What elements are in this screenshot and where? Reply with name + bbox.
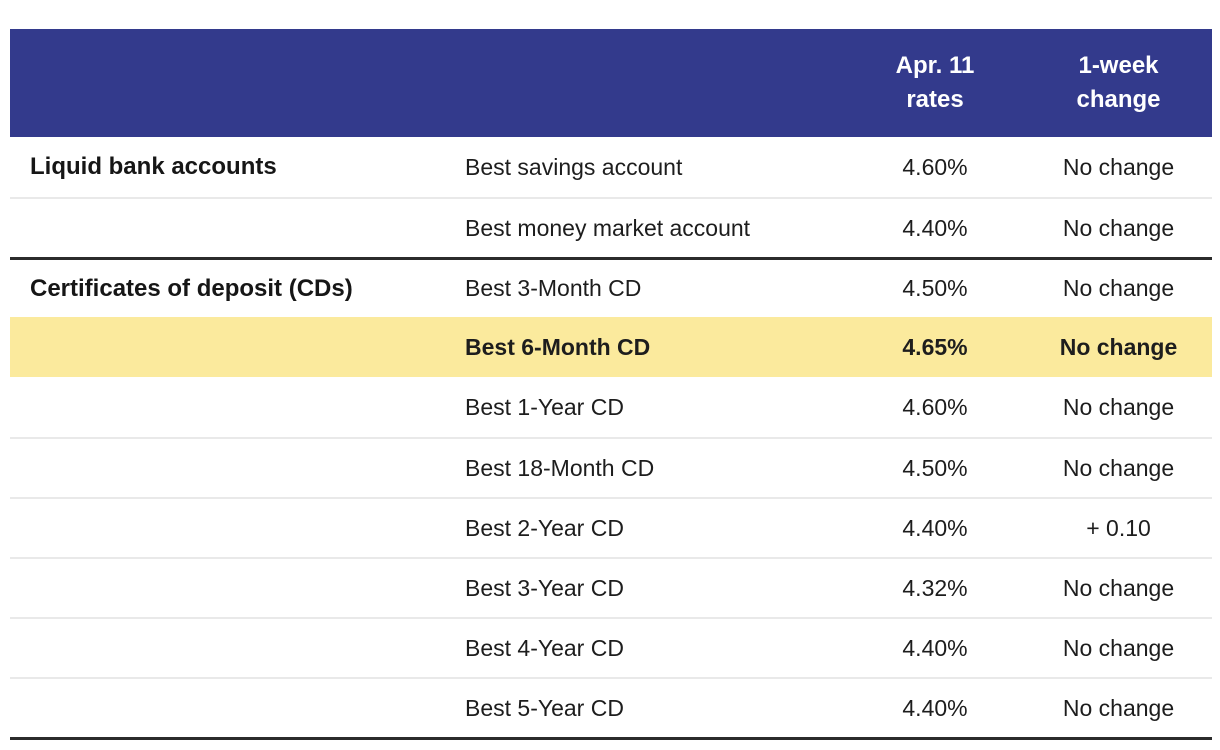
- row-change-value: + 0.10: [1086, 514, 1151, 541]
- row-rate-value: 4.40%: [902, 694, 968, 721]
- table-row: Best 4-Year CD 4.40% No change: [10, 617, 1212, 677]
- row-section-label: Certificates of deposit (CDs): [30, 274, 353, 302]
- row-product-label: Best 3-Year CD: [465, 574, 624, 601]
- row-rate-value: 4.50%: [902, 275, 968, 301]
- header-change-line2: change: [1076, 86, 1161, 113]
- row-product-label: Best 2-Year CD: [465, 514, 624, 541]
- table-body: Liquid bank accounts Best savings accoun…: [10, 137, 1212, 737]
- row-change-value: No change: [1062, 634, 1175, 661]
- row-rate-value: 4.32%: [902, 574, 968, 601]
- row-change-value: No change: [1062, 574, 1175, 601]
- table-row: Best 5-Year CD 4.40% No change: [10, 677, 1212, 737]
- table-row: Best money market account 4.40% No chang…: [10, 197, 1212, 257]
- row-change-value: No change: [1062, 153, 1175, 180]
- row-rate-value: 4.40%: [902, 634, 968, 661]
- header-rates-line1: Apr. 11: [895, 52, 975, 79]
- row-product-label: Best savings account: [465, 153, 683, 180]
- rates-table: Apr. 11 rates 1-week change Liquid bank …: [10, 29, 1212, 740]
- row-product-label: Best 18-Month CD: [465, 454, 655, 481]
- row-section-label: Liquid bank accounts: [30, 153, 277, 180]
- row-product-label: Best 6-Month CD: [465, 333, 651, 360]
- table-row: Best 2-Year CD 4.40% + 0.10: [10, 497, 1212, 557]
- table-row: Best 6-Month CD 4.65% No change: [10, 317, 1212, 377]
- row-rate-value: 4.50%: [902, 454, 968, 481]
- row-change-value: No change: [1062, 214, 1175, 241]
- column-header-1week-change: 1-week change: [1025, 29, 1212, 137]
- row-change-value: No change: [1062, 275, 1175, 301]
- row-rate-value: 4.40%: [902, 514, 968, 541]
- table-row: Certificates of deposit (CDs) Best 3-Mon…: [10, 257, 1212, 317]
- table-row: Best 3-Year CD 4.32% No change: [10, 557, 1212, 617]
- row-product-label: Best 3-Month CD: [465, 275, 642, 301]
- row-product-label: Best money market account: [465, 214, 751, 241]
- row-rate-value: 4.65%: [902, 333, 968, 360]
- row-product-label: Best 4-Year CD: [465, 634, 624, 661]
- row-change-value: No change: [1062, 393, 1175, 420]
- row-rate-value: 4.60%: [902, 153, 968, 180]
- row-change-value: No change: [1059, 333, 1178, 360]
- column-header-apr11-rates: Apr. 11 rates: [845, 29, 1025, 137]
- row-rate-value: 4.40%: [902, 214, 968, 241]
- header-change-line1: 1-week: [1078, 52, 1159, 79]
- column-header-category: [10, 29, 455, 137]
- header-rates-line2: rates: [906, 86, 964, 113]
- row-product-label: Best 1-Year CD: [465, 393, 624, 420]
- row-change-value: No change: [1062, 694, 1175, 721]
- table-row: Best 18-Month CD 4.50% No change: [10, 437, 1212, 497]
- table-header: Apr. 11 rates 1-week change: [10, 29, 1212, 137]
- row-product-label: Best 5-Year CD: [465, 694, 624, 721]
- row-rate-value: 4.60%: [902, 393, 968, 420]
- column-header-product: [455, 29, 845, 137]
- row-change-value: No change: [1062, 454, 1175, 481]
- table-row: Best 1-Year CD 4.60% No change: [10, 377, 1212, 437]
- table-row: Liquid bank accounts Best savings accoun…: [10, 137, 1212, 197]
